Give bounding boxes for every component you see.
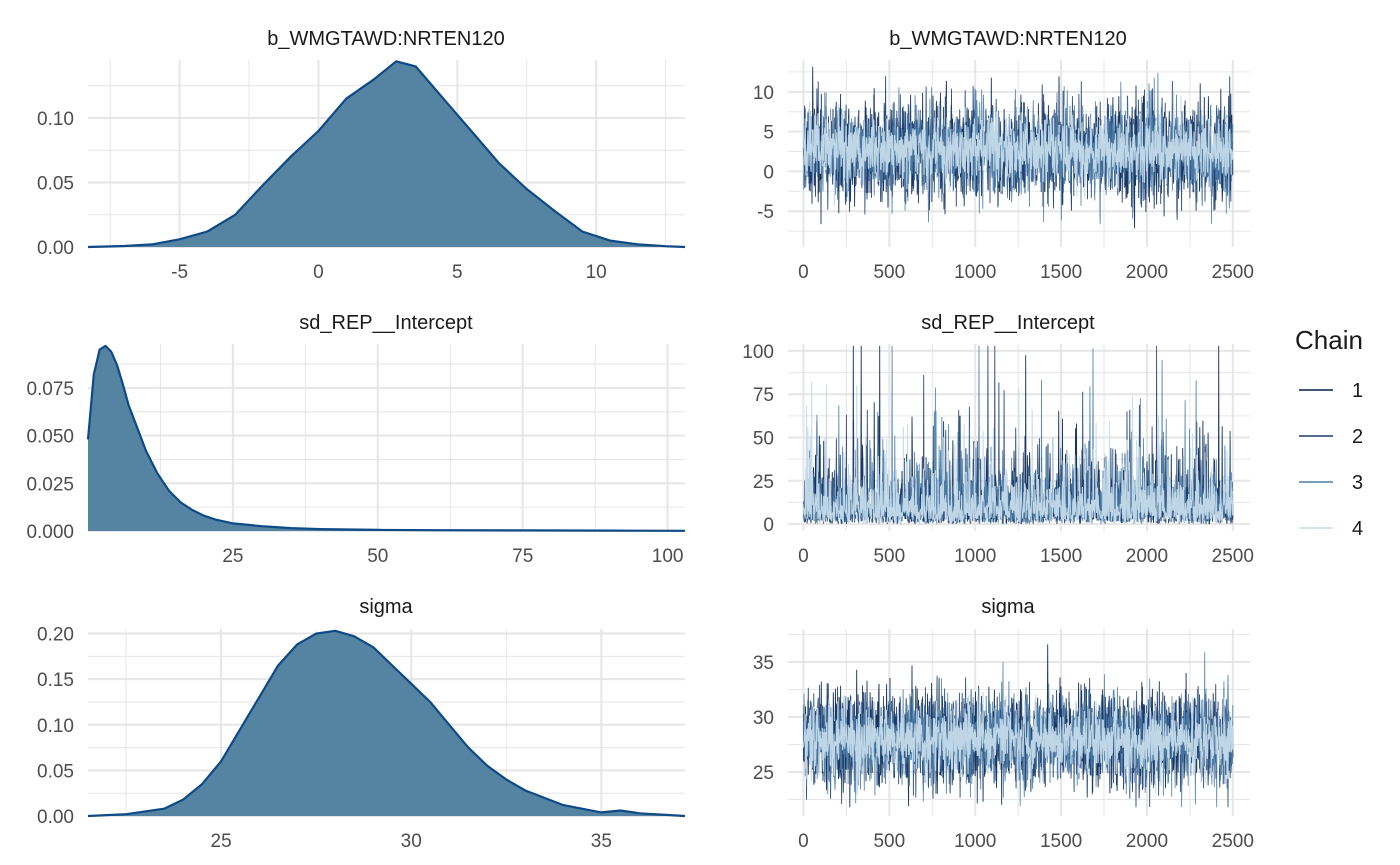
panel-title: sd_REP__Intercept bbox=[921, 312, 1095, 334]
panel-title: b_WMGTAWD:NRTEN120 bbox=[889, 28, 1126, 50]
x-tick-label: -5 bbox=[171, 262, 188, 283]
panel-title: b_WMGTAWD:NRTEN120 bbox=[267, 28, 504, 50]
x-tick-label: 1500 bbox=[1040, 831, 1082, 852]
y-tick-label: 0 bbox=[763, 515, 774, 536]
x-tick-label: 25 bbox=[211, 831, 232, 852]
y-tick-label: 0.15 bbox=[37, 670, 74, 691]
x-tick-label: 2000 bbox=[1126, 831, 1168, 852]
y-tick-label: 0.075 bbox=[26, 379, 74, 400]
density-line bbox=[87, 60, 686, 249]
legend-label-4: 4 bbox=[1352, 518, 1363, 540]
y-tick-label: 0 bbox=[763, 162, 774, 183]
y-tick-label: 0.050 bbox=[26, 427, 74, 448]
x-tick-label: 0 bbox=[798, 262, 809, 283]
panel-4: sd_REP__Intercept 0 500 1000 1500 2000 2500 0 25… bbox=[742, 312, 1254, 567]
x-tick-label: 0 bbox=[798, 546, 809, 567]
y-tick-label: 0.00 bbox=[37, 807, 74, 828]
panel-6: sigma 0 500 1000 1500 2000 2500 25 30 35 bbox=[753, 596, 1254, 852]
x-tick-label: 5 bbox=[452, 262, 463, 283]
y-tick-label: 0.05 bbox=[37, 174, 74, 195]
trace-chain-4 bbox=[802, 89, 1234, 206]
x-tick-label: 2500 bbox=[1212, 262, 1254, 283]
y-tick-label: 100 bbox=[742, 342, 774, 363]
panel-3: sd_REP__Intercept 25 50 75 100 0.000 0.025 0.05… bbox=[26, 312, 686, 567]
x-tick-label: 1500 bbox=[1040, 546, 1082, 567]
legend-label-2: 2 bbox=[1352, 426, 1363, 448]
x-tick-label: 2000 bbox=[1126, 262, 1168, 283]
y-tick-label: 25 bbox=[753, 472, 774, 493]
x-tick-label: 2500 bbox=[1212, 831, 1254, 852]
panel-title: sd_REP__Intercept bbox=[299, 312, 473, 334]
legend-label-3: 3 bbox=[1352, 472, 1363, 494]
x-tick-label: 500 bbox=[873, 546, 905, 567]
trace-chain-4 bbox=[803, 381, 1234, 525]
x-tick-label: 2000 bbox=[1126, 546, 1168, 567]
panel-1: b_WMGTAWD:NRTEN120 -5 0 5 10 0.00 0.05 0.10 bbox=[37, 28, 686, 283]
y-tick-label: 0.10 bbox=[37, 109, 74, 130]
x-tick-label: 10 bbox=[586, 262, 607, 283]
legend-title: Chain bbox=[1295, 325, 1363, 355]
x-tick-label: 2500 bbox=[1212, 546, 1254, 567]
panel-5: sigma 25 30 35 0.00 0.05 0.10 0.15 0.20 bbox=[37, 596, 686, 852]
y-tick-label: 25 bbox=[753, 763, 774, 784]
panel-title: sigma bbox=[359, 596, 413, 618]
x-tick-label: 500 bbox=[873, 831, 905, 852]
legend-label-1: 1 bbox=[1352, 380, 1363, 402]
y-tick-label: 75 bbox=[753, 385, 774, 406]
x-tick-label: 1000 bbox=[954, 546, 996, 567]
x-tick-label: 1000 bbox=[954, 831, 996, 852]
x-tick-label: 0 bbox=[313, 262, 324, 283]
density-line bbox=[87, 629, 686, 818]
x-tick-label: 500 bbox=[873, 262, 905, 283]
y-tick-label: -5 bbox=[757, 202, 774, 223]
x-tick-label: 1500 bbox=[1040, 262, 1082, 283]
x-tick-label: 25 bbox=[222, 546, 243, 567]
y-tick-label: 35 bbox=[753, 653, 774, 674]
x-tick-label: 30 bbox=[401, 831, 422, 852]
y-tick-label: 0.20 bbox=[37, 625, 74, 646]
x-tick-label: 75 bbox=[512, 546, 533, 567]
panel-title: sigma bbox=[981, 596, 1035, 618]
density-area bbox=[88, 345, 685, 531]
density-line bbox=[86, 344, 686, 532]
y-tick-label: 0.00 bbox=[37, 238, 74, 259]
y-tick-label: 10 bbox=[753, 83, 774, 104]
x-tick-label: 1000 bbox=[954, 262, 996, 283]
x-tick-label: 35 bbox=[591, 831, 612, 852]
trace-chain-4 bbox=[802, 687, 1234, 795]
x-tick-label: 50 bbox=[367, 546, 388, 567]
y-tick-label: 50 bbox=[753, 429, 774, 450]
panel-2: b_WMGTAWD:NRTEN120 0 500 1000 1500 2000 2500 -5… bbox=[753, 28, 1254, 283]
y-tick-label: 0.05 bbox=[37, 761, 74, 782]
y-tick-label: 0.10 bbox=[37, 716, 74, 737]
x-tick-label: 0 bbox=[798, 831, 809, 852]
y-tick-label: 0.025 bbox=[26, 474, 74, 495]
y-tick-label: 5 bbox=[763, 123, 774, 144]
density-area bbox=[88, 630, 685, 816]
x-tick-label: 100 bbox=[652, 546, 684, 567]
y-tick-label: 30 bbox=[753, 708, 774, 729]
chain-legend: Chain 1 2 3 4 bbox=[1295, 325, 1363, 540]
density-area bbox=[88, 61, 685, 247]
y-tick-label: 0.000 bbox=[26, 522, 74, 543]
